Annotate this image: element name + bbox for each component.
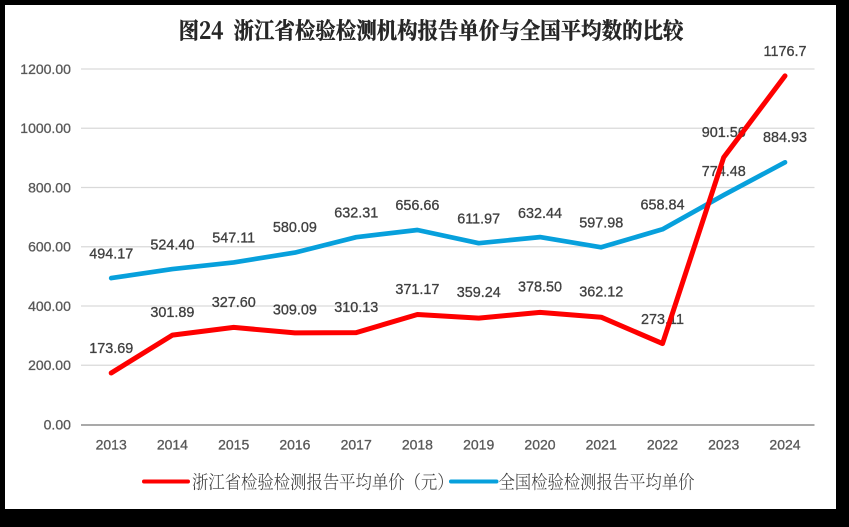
svg-text:400.00: 400.00 [28,298,71,314]
svg-text:800.00: 800.00 [28,179,71,195]
svg-text:2020: 2020 [524,437,555,453]
svg-text:173.69: 173.69 [89,341,133,357]
svg-text:632.31: 632.31 [334,205,378,221]
svg-text:547.11: 547.11 [212,230,255,246]
svg-text:310.13: 310.13 [334,300,378,316]
svg-text:524.40: 524.40 [150,237,194,253]
svg-text:2014: 2014 [157,437,188,453]
svg-text:2023: 2023 [708,437,739,453]
svg-text:597.98: 597.98 [579,216,623,232]
svg-text:2019: 2019 [463,437,494,453]
svg-text:327.60: 327.60 [212,295,256,311]
svg-text:2015: 2015 [218,437,249,453]
svg-text:1000.00: 1000.00 [20,120,71,136]
svg-text:301.89: 301.89 [150,305,194,321]
svg-text:2022: 2022 [647,437,678,453]
svg-text:2018: 2018 [402,437,433,453]
svg-text:309.09: 309.09 [273,302,317,318]
svg-text:362.12: 362.12 [579,285,623,301]
svg-text:658.84: 658.84 [640,198,684,214]
svg-text:2017: 2017 [341,437,372,453]
svg-text:359.24: 359.24 [457,285,501,301]
svg-text:884.93: 884.93 [763,130,807,146]
svg-text:378.50: 378.50 [518,280,562,296]
svg-text:494.17: 494.17 [89,246,133,262]
svg-text:0.00: 0.00 [44,416,71,432]
svg-text:2021: 2021 [586,437,617,453]
svg-text:656.66: 656.66 [395,198,439,214]
svg-text:2013: 2013 [96,437,127,453]
svg-text:273.11: 273.11 [641,312,684,328]
svg-text:2016: 2016 [279,437,310,453]
svg-text:600.00: 600.00 [28,239,71,255]
svg-text:774.48: 774.48 [702,164,746,180]
svg-text:580.09: 580.09 [273,220,317,236]
svg-text:371.17: 371.17 [395,282,439,298]
svg-text:901.56: 901.56 [702,125,746,141]
svg-text:2024: 2024 [769,437,800,453]
svg-text:1176.7: 1176.7 [764,44,807,60]
svg-text:1200.00: 1200.00 [20,61,71,77]
svg-text:632.44: 632.44 [518,206,562,222]
svg-text:611.97: 611.97 [457,211,500,227]
svg-text:200.00: 200.00 [28,357,71,373]
